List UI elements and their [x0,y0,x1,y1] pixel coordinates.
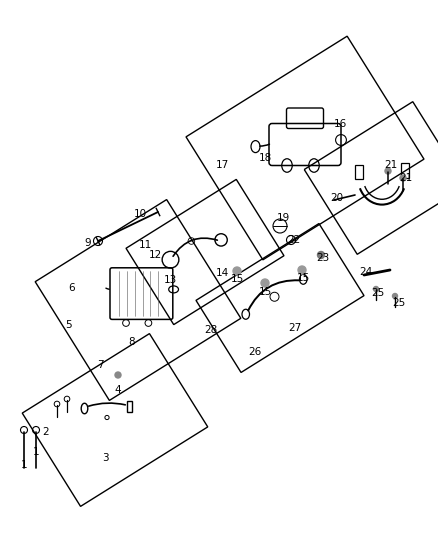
Text: 13: 13 [163,275,177,285]
FancyArrowPatch shape [88,403,125,406]
Text: 15: 15 [258,287,272,297]
Text: 21: 21 [399,173,413,183]
Circle shape [400,175,406,181]
Circle shape [385,168,391,174]
Text: 23: 23 [316,253,330,263]
Bar [401,164,409,178]
Text: 15: 15 [230,274,244,284]
Text: 26: 26 [248,347,261,357]
Text: 6: 6 [69,283,75,293]
Circle shape [374,287,378,292]
Text: 8: 8 [129,337,135,347]
Text: 2: 2 [42,427,49,437]
Bar [127,401,132,411]
Circle shape [261,279,269,287]
Text: 7: 7 [97,360,103,370]
Text: 1: 1 [33,447,39,457]
Text: 15: 15 [297,273,310,283]
Text: 14: 14 [215,268,229,278]
Text: 4: 4 [115,385,121,395]
Text: 18: 18 [258,153,272,163]
FancyArrowPatch shape [106,288,109,289]
Text: 9: 9 [85,238,91,248]
FancyArrowPatch shape [248,280,299,311]
Circle shape [298,266,306,274]
Circle shape [233,267,241,275]
Text: 24: 24 [359,267,373,277]
Text: 21: 21 [385,160,398,170]
Text: 27: 27 [288,323,302,333]
Text: 11: 11 [138,240,152,250]
Text: 25: 25 [392,298,406,308]
Text: 5: 5 [65,320,71,330]
FancyArrowPatch shape [260,144,269,146]
Text: 3: 3 [102,453,108,463]
Text: 17: 17 [215,160,229,170]
Circle shape [115,372,121,378]
FancyArrowPatch shape [173,238,217,256]
Text: 25: 25 [371,288,385,298]
Circle shape [318,252,325,259]
Text: 10: 10 [134,209,147,219]
Text: 16: 16 [333,119,346,129]
Text: 1: 1 [21,460,27,470]
Bar [355,165,364,179]
Text: 12: 12 [148,250,162,260]
Text: 20: 20 [330,193,343,203]
Text: 19: 19 [276,213,290,223]
Text: 22: 22 [287,235,300,245]
Text: 28: 28 [205,325,218,335]
Circle shape [392,294,398,298]
